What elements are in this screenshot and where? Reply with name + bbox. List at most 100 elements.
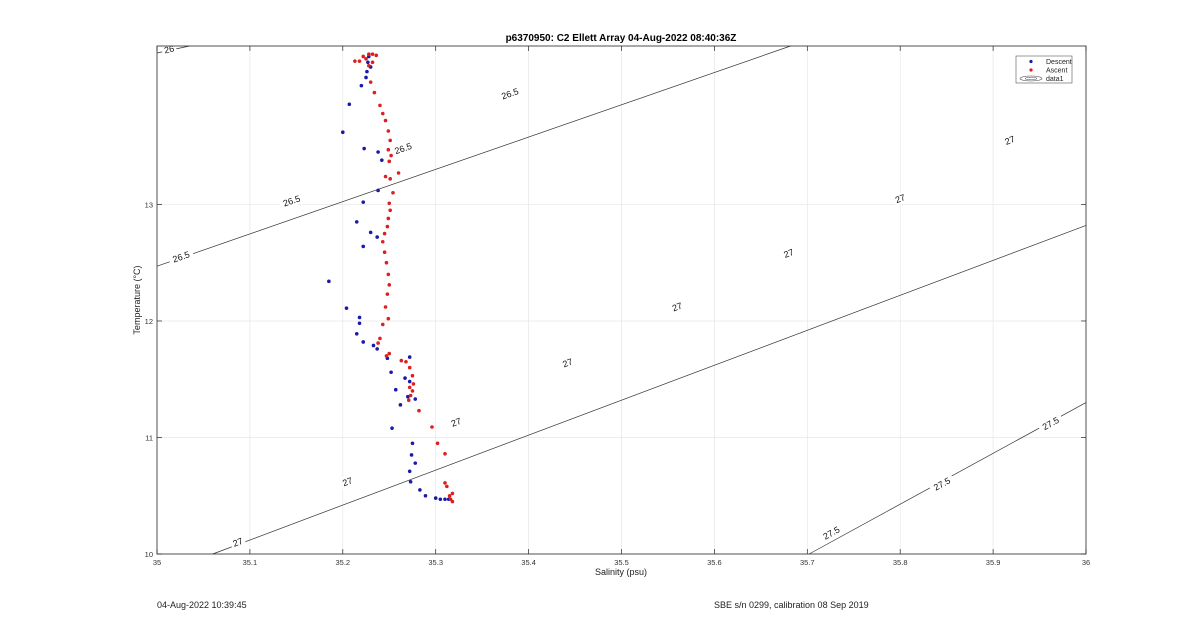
descent-point: [398, 403, 403, 407]
contour-label: 27: [891, 190, 909, 207]
descent-point: [371, 343, 376, 348]
contour-label: 27: [558, 355, 577, 371]
legend-label-ascent: Ascent: [1046, 68, 1067, 75]
ascent-point: [378, 336, 382, 341]
descent-point: [403, 376, 407, 380]
descent-point: [438, 497, 443, 502]
ascent-point: [417, 408, 421, 413]
ascent-point: [370, 52, 375, 56]
contour-label: 27.5: [928, 473, 956, 495]
descent-point: [413, 461, 418, 465]
legend-label-descent: Descent: [1046, 59, 1072, 66]
ascent-point: [376, 341, 380, 345]
descent-point: [362, 146, 366, 151]
contour-label: 27: [338, 474, 357, 490]
x-tick-label: 35.5: [614, 558, 629, 567]
contour-label-bg: [1037, 412, 1065, 435]
x-tick-label: 35: [153, 558, 161, 567]
contour-label-bg: [229, 534, 247, 551]
ascent-point: [389, 153, 393, 158]
descent-point: [380, 158, 384, 162]
descent-point: [364, 75, 368, 80]
ascent-point: [391, 191, 395, 195]
ascent-point: [385, 292, 390, 296]
descent-point: [365, 69, 369, 74]
ascent-point: [387, 159, 392, 164]
contour-label-bg: [817, 522, 845, 544]
descent-point: [361, 244, 366, 249]
descent-point: [354, 220, 359, 224]
ascent-point: [388, 177, 392, 181]
descent-point: [361, 340, 366, 344]
ascent-point: [370, 60, 375, 65]
grid: [157, 46, 1086, 554]
ascent-point: [383, 305, 388, 309]
descent-point: [413, 397, 418, 401]
ascent-point: [387, 201, 392, 206]
ascent-point: [367, 52, 371, 56]
ascent-point: [361, 54, 366, 59]
y-tick-label: 10: [145, 550, 153, 559]
ascent-point: [380, 111, 385, 116]
ascent-point: [411, 382, 416, 386]
contour-label: 26.5: [167, 247, 195, 267]
legend-marker-ascent: [1029, 68, 1033, 72]
y-axis-title: Temperature (°C): [132, 265, 142, 334]
ascent-point: [407, 385, 412, 390]
ascent-point: [450, 491, 455, 496]
ascent-point: [387, 283, 392, 287]
ascent-point: [384, 260, 389, 265]
descent-point: [409, 453, 414, 457]
descent-point: [376, 150, 380, 154]
descent-point: [393, 387, 398, 392]
descent-point: [359, 83, 364, 88]
ascent-point: [396, 171, 401, 175]
descent-point: [357, 321, 362, 326]
ascent-point: [406, 398, 411, 403]
descent-point: [443, 497, 447, 502]
x-tick-label: 35.9: [986, 558, 1001, 567]
descent-point: [407, 379, 412, 384]
contour-label: 27: [668, 299, 686, 315]
legend-box: [1015, 55, 1073, 84]
descent-point: [354, 331, 359, 336]
x-tick-label: 35.3: [428, 558, 443, 567]
ascent-point: [372, 90, 377, 95]
contour-label: 27.5: [817, 522, 845, 544]
descent-point: [366, 60, 370, 65]
contour-label: 27: [447, 414, 465, 431]
ascent-point: [367, 64, 371, 68]
x-tick-label: 36: [1082, 558, 1090, 567]
ascent-point: [435, 441, 440, 446]
contour-label: 26.5: [389, 139, 417, 158]
contour-label-bg: [891, 190, 909, 207]
contour-label-text: 27: [782, 247, 795, 260]
contour-label-text: 27: [1003, 134, 1016, 147]
chart-title: p6370950: C2 Ellett Array 04-Aug-2022 08…: [506, 33, 737, 44]
ascent-point: [386, 316, 391, 321]
descent-point: [389, 370, 393, 375]
contour-label: 26.5: [278, 191, 306, 211]
ascent-point: [386, 272, 391, 277]
contour-label-bg: [1001, 132, 1019, 149]
contour-label-bg: [780, 245, 798, 262]
ascent-point: [388, 138, 392, 143]
descent-point: [390, 426, 394, 430]
calibration-note: SBE s/n 0299, calibration 08 Sep 2019: [714, 600, 869, 610]
contour-label: 27: [229, 534, 247, 551]
legend-contour-icon: [1019, 75, 1043, 82]
ascent-point: [380, 322, 385, 327]
ascent-point: [386, 147, 391, 152]
density-contour-line: [212, 225, 1087, 555]
ascent-point: [374, 53, 379, 58]
contour-label: 27.5: [1037, 412, 1065, 435]
ascent-point: [410, 373, 415, 378]
descent-point: [357, 315, 362, 320]
ascent-point: [383, 118, 388, 123]
ascent-point: [378, 103, 382, 108]
contour-label-bg: [167, 247, 195, 267]
x-axis-title: Salinity (psu): [595, 567, 647, 577]
descent-point: [327, 279, 331, 284]
x-tick-label: 35.4: [521, 558, 536, 567]
descent-point: [408, 479, 413, 484]
